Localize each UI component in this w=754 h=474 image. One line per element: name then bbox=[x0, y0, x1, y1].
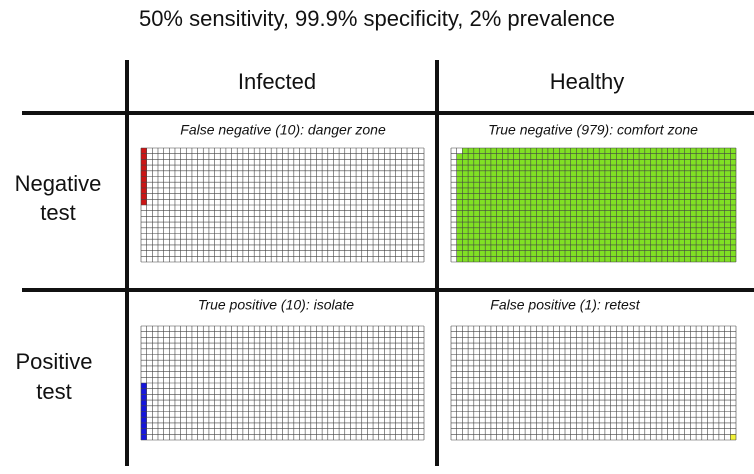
panel-label: True positive (10): isolate bbox=[198, 297, 354, 313]
row-header: Positive bbox=[15, 349, 92, 374]
panel-label: False negative (10): danger zone bbox=[180, 122, 386, 138]
title: 50% sensitivity, 99.9% specificity, 2% p… bbox=[139, 6, 615, 31]
cell-grid bbox=[450, 147, 737, 263]
cell-grid bbox=[140, 147, 425, 263]
cell-grid bbox=[450, 325, 737, 441]
row-header: test bbox=[40, 200, 75, 225]
row-header: Negative bbox=[15, 171, 102, 196]
column-header: Infected bbox=[238, 69, 316, 94]
cell-grid bbox=[140, 325, 425, 441]
panel-label: False positive (1): retest bbox=[490, 297, 640, 313]
filled-cells bbox=[730, 434, 736, 440]
panel-label: True negative (979): comfort zone bbox=[488, 122, 698, 138]
row-header: test bbox=[36, 379, 71, 404]
column-header: Healthy bbox=[550, 69, 625, 94]
